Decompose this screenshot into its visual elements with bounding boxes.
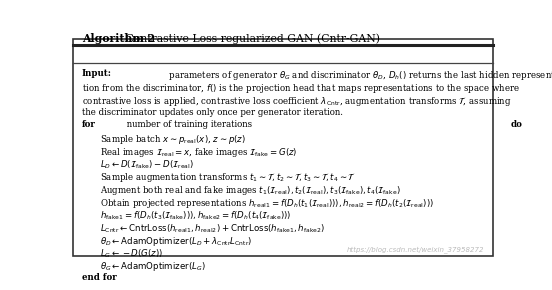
Text: tion from the discriminator, $f()$ is the projection head that maps representati: tion from the discriminator, $f()$ is th… <box>82 82 519 95</box>
Text: $h_{\mathrm{fake1}} = f(D_h(t_3(\mathcal{I}_{\mathrm{fake}}))), h_{\mathrm{fake2: $h_{\mathrm{fake1}} = f(D_h(t_3(\mathcal… <box>100 209 291 222</box>
Text: number of training iterations: number of training iterations <box>125 120 256 129</box>
Text: $\theta_G \leftarrow \mathrm{AdamOptimizer}(L_G)$: $\theta_G \leftarrow \mathrm{AdamOptimiz… <box>100 260 205 273</box>
Text: parameters of generator $\theta_G$ and discriminator $\theta_D$, $D_h()$ returns: parameters of generator $\theta_G$ and d… <box>166 69 552 82</box>
Text: $L_{\mathrm{Cntr}} \leftarrow \mathrm{CntrLoss}(h_{\mathrm{real1}}, h_{\mathrm{r: $L_{\mathrm{Cntr}} \leftarrow \mathrm{Cn… <box>100 222 325 235</box>
Text: $L_G \leftarrow -D(G(z))$: $L_G \leftarrow -D(G(z))$ <box>100 248 163 260</box>
Text: Algorithm 2: Algorithm 2 <box>82 33 155 44</box>
Text: Augment both real and fake images $t_1(\mathcal{I}_{\mathrm{real}}), t_2(\mathca: Augment both real and fake images $t_1(\… <box>100 184 400 197</box>
Text: Input:: Input: <box>82 69 112 78</box>
Text: Contrastive Loss regularized GAN (Cntr-GAN): Contrastive Loss regularized GAN (Cntr-G… <box>123 33 380 44</box>
Text: the discriminator updates only once per generator iteration.: the discriminator updates only once per … <box>82 108 343 117</box>
Text: Sample batch $x \sim p_{\mathrm{real}}(x)$, $z \sim p(z)$: Sample batch $x \sim p_{\mathrm{real}}(x… <box>100 133 246 146</box>
Text: do: do <box>511 120 523 129</box>
Text: $\theta_D \leftarrow \mathrm{AdamOptimizer}(L_D + \lambda_{\mathrm{Cntr}} L_{\ma: $\theta_D \leftarrow \mathrm{AdamOptimiz… <box>100 235 252 248</box>
FancyBboxPatch shape <box>73 39 492 256</box>
Text: Obtain projected representations $h_{\mathrm{real1}} = f(D_h(t_1(\mathcal{I}_{\m: Obtain projected representations $h_{\ma… <box>100 197 434 210</box>
Text: Real images $\mathcal{I}_{\mathrm{real}} = x$, fake images $\mathcal{I}_{\mathrm: Real images $\mathcal{I}_{\mathrm{real}}… <box>100 146 298 159</box>
Text: contrastive loss is applied, contrastive loss coefficient $\lambda_{\mathrm{Cntr: contrastive loss is applied, contrastive… <box>82 95 512 108</box>
Text: for: for <box>82 120 95 129</box>
Text: Sample augmentation transforms $t_1 \sim \mathcal{T}, t_2 \sim \mathcal{T}, t_3 : Sample augmentation transforms $t_1 \sim… <box>100 171 356 184</box>
Text: https://blog.csdn.net/weixin_37958272: https://blog.csdn.net/weixin_37958272 <box>347 246 484 253</box>
Text: end for: end for <box>82 273 116 282</box>
Text: $L_D \leftarrow D(\mathcal{I}_{\mathrm{fake}}) - D(\mathcal{I}_{\mathrm{real}})$: $L_D \leftarrow D(\mathcal{I}_{\mathrm{f… <box>100 159 194 171</box>
